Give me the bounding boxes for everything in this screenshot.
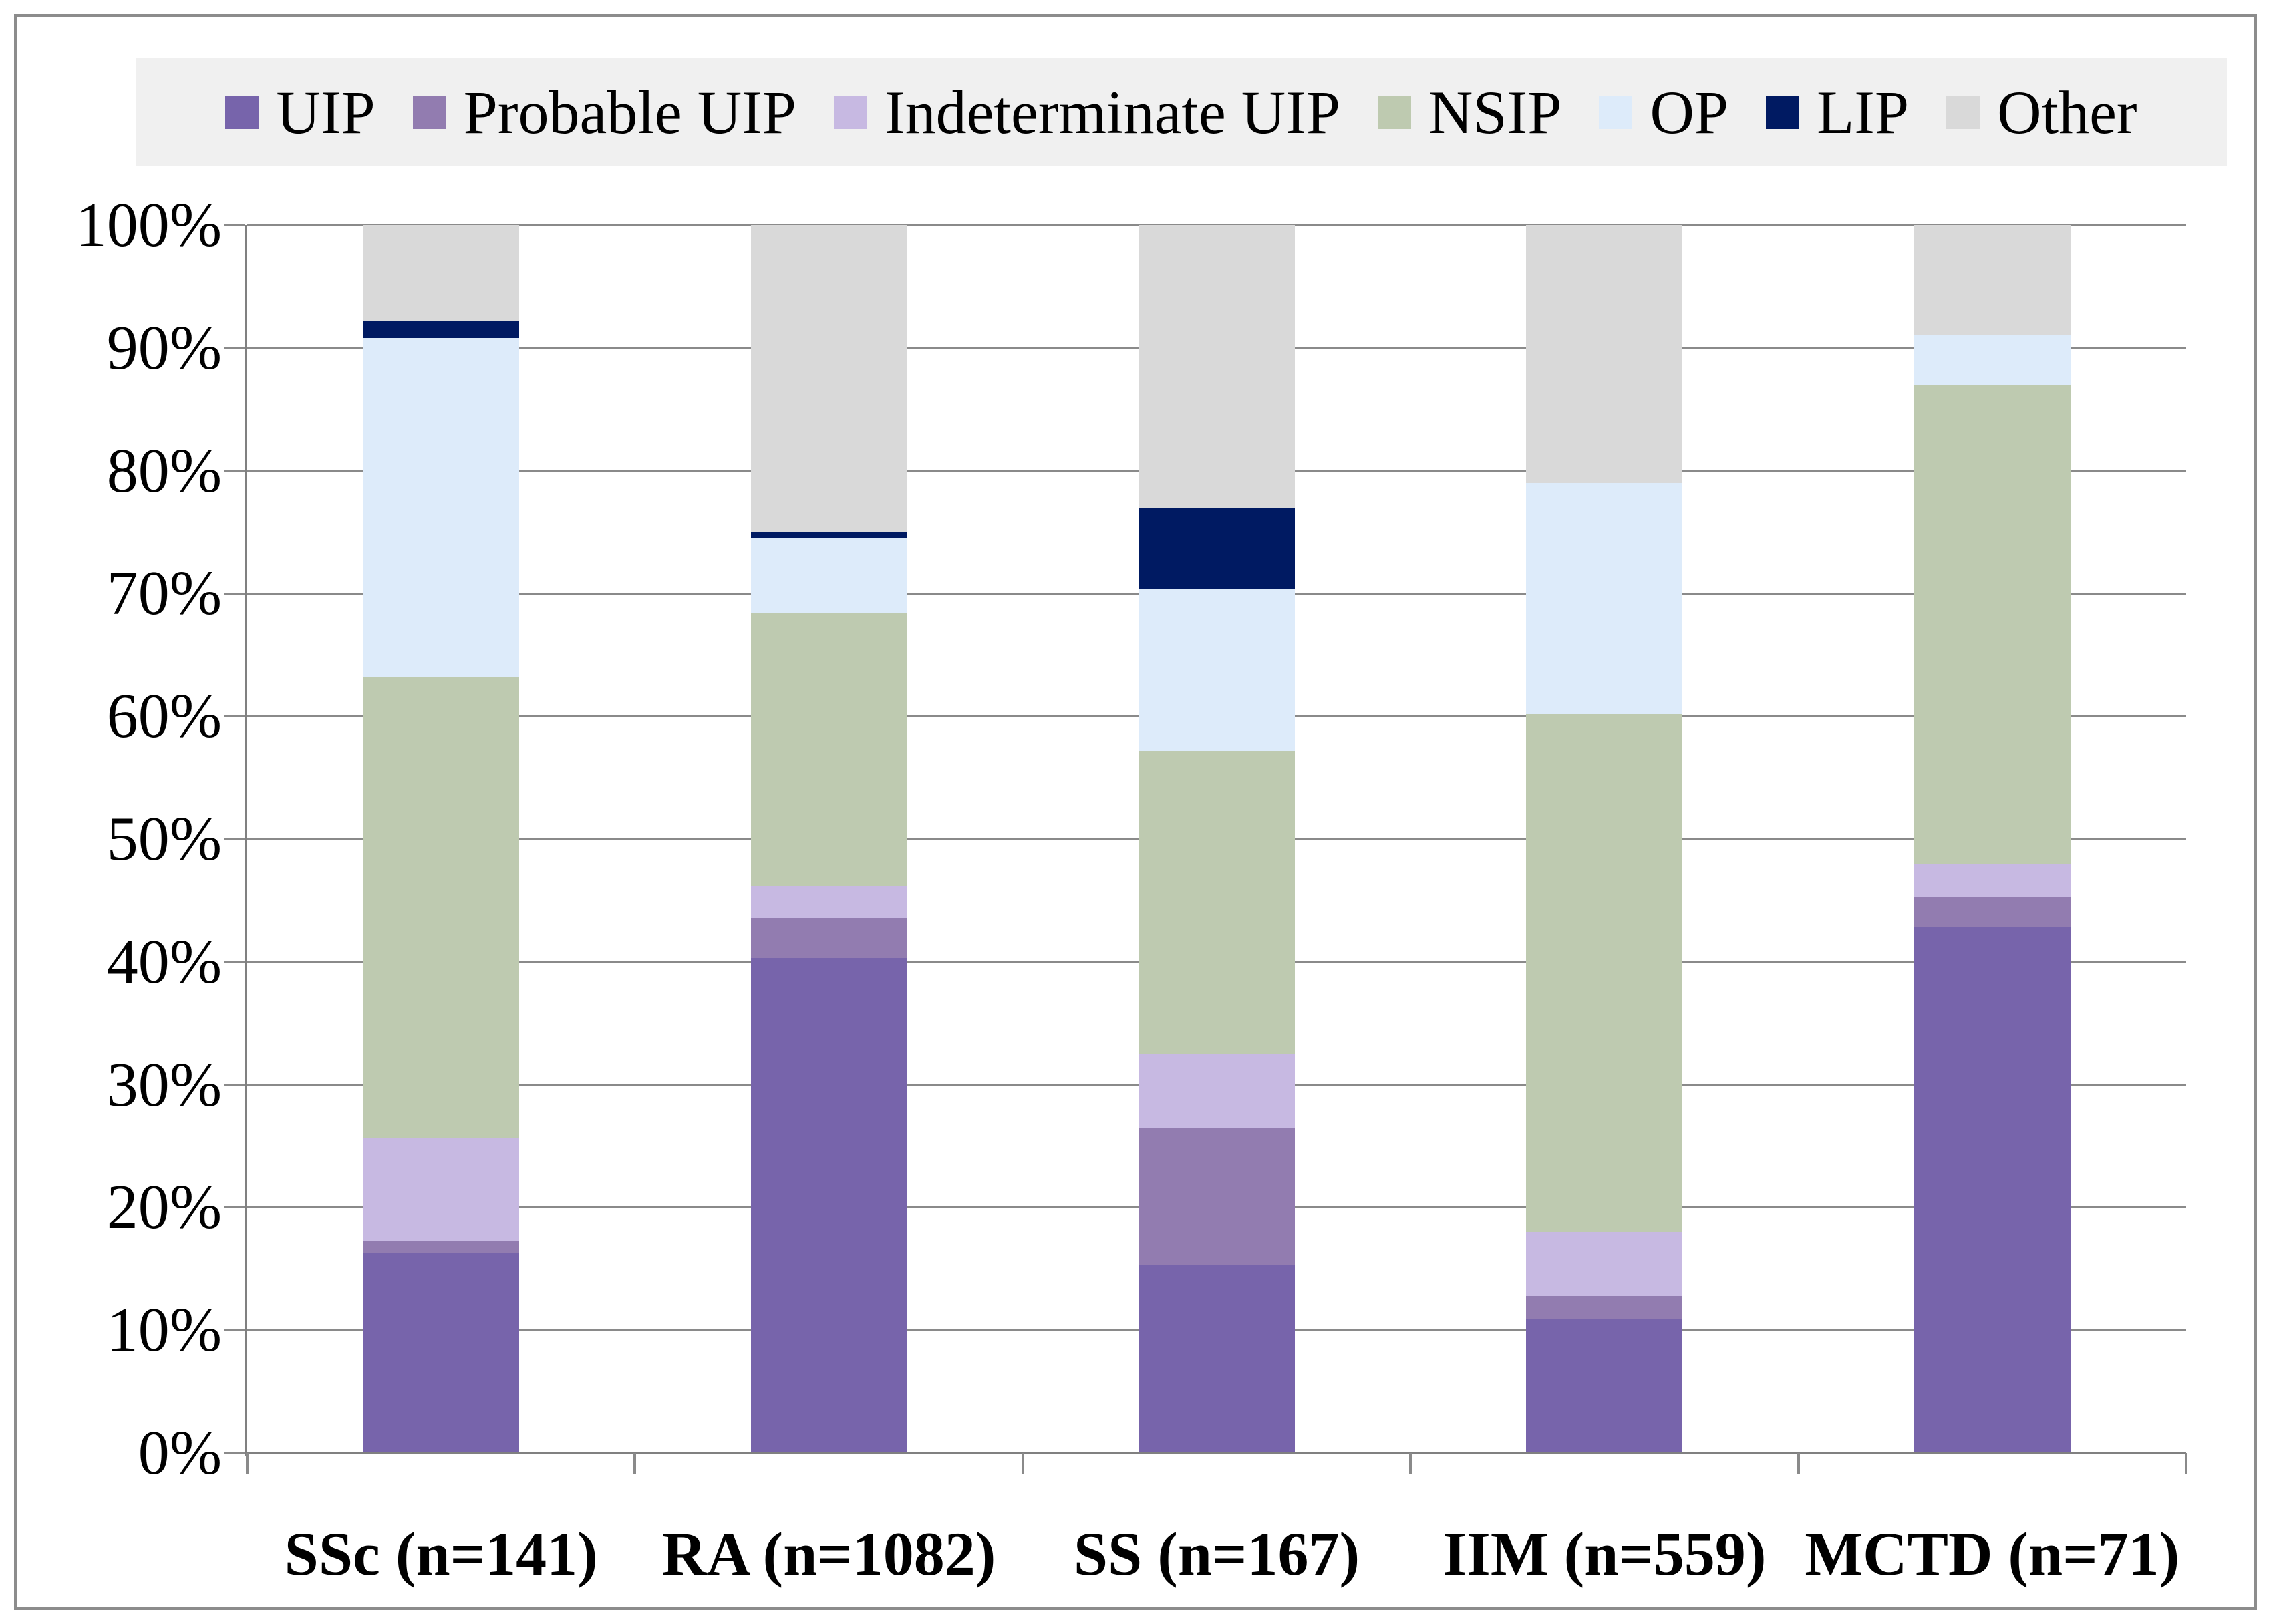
legend-swatch-other-icon: [1946, 95, 1980, 129]
y-tick-label-100: 100%: [75, 190, 222, 260]
y-tick-10: [224, 1329, 245, 1331]
bar-segment-ssc-nsip: [363, 677, 520, 1138]
bar-segment-mctd-probable-uip: [1914, 897, 2071, 928]
bar-segment-ss-other: [1139, 225, 1295, 508]
bar-segment-iim-probable-uip: [1526, 1295, 1683, 1319]
y-tick-30: [224, 1084, 245, 1086]
legend-swatch-lip-icon: [1766, 95, 1800, 129]
legend-label-uip: UIP: [276, 77, 375, 146]
legend-swatch-indeterminate-icon: [833, 95, 867, 129]
x-tick-3: [1409, 1453, 1412, 1474]
legend: UIP Probable UIP Indeterminate UIP NSIP OP LI…: [136, 58, 2227, 166]
y-tick-label-50: 50%: [106, 804, 222, 874]
bar-segment-ss-uip: [1139, 1265, 1295, 1453]
bar-segment-mctd-uip: [1914, 927, 2071, 1453]
bar-segment-iim-indeterminate-uip: [1526, 1232, 1683, 1296]
bar-segment-iim-uip: [1526, 1319, 1683, 1453]
y-tick-40: [224, 961, 245, 963]
bar-segment-iim-other: [1526, 225, 1683, 483]
bar-segment-mctd-other: [1914, 225, 2071, 336]
y-tick-label-20: 20%: [106, 1172, 222, 1243]
legend-swatch-nsip-icon: [1378, 95, 1412, 129]
bar-segment-ra-uip: [750, 958, 907, 1453]
y-tick-label-70: 70%: [106, 558, 222, 629]
bar-segment-ss-indeterminate-uip: [1139, 1053, 1295, 1128]
bar-segment-ra-indeterminate-uip: [750, 885, 907, 918]
y-tick-label-30: 30%: [106, 1049, 222, 1120]
legend-label-op: OP: [1650, 77, 1729, 146]
x-tick-0: [246, 1453, 249, 1474]
y-tick-50: [224, 838, 245, 840]
x-category-label-ss: SS (n=167): [1073, 1520, 1360, 1588]
legend-label-nsip: NSIP: [1428, 77, 1562, 146]
legend-item-uip: UIP: [225, 82, 375, 143]
bar-segment-mctd-op: [1914, 335, 2071, 385]
legend-label-probable: Probable UIP: [463, 77, 796, 146]
y-tick-label-40: 40%: [106, 927, 222, 997]
legend-label-indeterminate: Indeterminate UIP: [884, 77, 1341, 146]
y-tick-label-0: 0%: [138, 1418, 222, 1488]
y-tick-label-90: 90%: [106, 313, 222, 383]
y-tick-70: [224, 592, 245, 595]
gridline-100: [247, 224, 2186, 226]
x-axis-line: [247, 1452, 2186, 1454]
y-tick-0: [224, 1452, 245, 1454]
y-tick-label-60: 60%: [106, 681, 222, 752]
bar-segment-ssc-uip: [363, 1253, 520, 1453]
x-category-label-ssc: SSc (n=141): [284, 1520, 598, 1588]
y-tick-label-80: 80%: [106, 436, 222, 506]
bar-segment-ss-probable-uip: [1139, 1127, 1295, 1265]
bar-segment-mctd-nsip: [1914, 384, 2071, 864]
y-tick-60: [224, 715, 245, 717]
legend-label-other: Other: [1997, 77, 2137, 146]
bar-segment-ss-op: [1139, 589, 1295, 751]
legend-item-lip: LIP: [1766, 82, 1909, 143]
y-tick-label-10: 10%: [106, 1295, 222, 1365]
legend-item-other: Other: [1946, 82, 2137, 143]
x-category-label-iim: IIM (n=559): [1443, 1520, 1767, 1588]
bar-segment-ra-probable-uip: [750, 917, 907, 959]
legend-item-probable: Probable UIP: [412, 77, 796, 146]
y-tick-20: [224, 1206, 245, 1208]
y-tick-100: [224, 224, 245, 226]
bar-segment-ss-nsip: [1139, 750, 1295, 1054]
bar-segment-ssc-indeterminate-uip: [363, 1137, 520, 1241]
legend-item-nsip: NSIP: [1378, 82, 1561, 143]
x-category-label-ra: RA (n=1082): [661, 1520, 996, 1588]
bar-segment-ra-op: [750, 538, 907, 613]
x-tick-4: [1797, 1453, 1800, 1474]
bar-segment-ssc-other: [363, 225, 520, 321]
x-category-label-mctd: MCTD (n=71): [1805, 1520, 2180, 1588]
y-axis-line: [245, 225, 247, 1456]
plot-area: [224, 224, 2187, 1474]
y-tick-80: [224, 470, 245, 472]
y-tick-90: [224, 347, 245, 349]
bar-segment-ssc-lip: [363, 321, 520, 339]
x-tick-5: [2185, 1453, 2187, 1474]
bar-segment-iim-op: [1526, 483, 1683, 714]
legend-item-op: OP: [1599, 82, 1728, 143]
legend-label-lip: LIP: [1817, 77, 1910, 146]
legend-item-indeterminate: Indeterminate UIP: [833, 77, 1341, 146]
bar-segment-ra-other: [750, 225, 907, 532]
bar-segment-ra-nsip: [750, 613, 907, 886]
bar-segment-ssc-op: [363, 338, 520, 677]
legend-swatch-op-icon: [1599, 95, 1633, 129]
bar-segment-ssc-probable-uip: [363, 1241, 520, 1253]
bar-segment-ra-lip: [750, 532, 907, 538]
x-tick-2: [1021, 1453, 1024, 1474]
legend-swatch-probable-icon: [412, 95, 446, 129]
bar-segment-iim-nsip: [1526, 713, 1683, 1233]
bar-segment-mctd-indeterminate-uip: [1914, 863, 2071, 897]
legend-swatch-uip-icon: [225, 95, 259, 129]
bar-segment-ss-lip: [1139, 507, 1295, 589]
x-tick-1: [633, 1453, 637, 1474]
